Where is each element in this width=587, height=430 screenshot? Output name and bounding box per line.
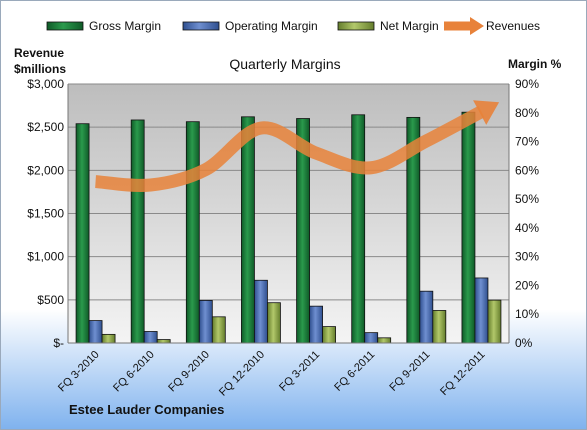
gross-margin-bar (130, 119, 145, 344)
gross-margin-bar (461, 111, 476, 344)
revenue-line (94, 105, 485, 192)
left-tick-label: $2,500 (27, 120, 64, 134)
right-tick-label: 10% (515, 307, 539, 321)
operating-margin-bar (364, 332, 379, 344)
bar-layer (75, 111, 502, 344)
net-margin-bar (211, 316, 226, 344)
revenues-legend-arrow (470, 17, 484, 35)
right-tick-label: 50% (515, 192, 539, 206)
net-margin-bar (432, 310, 447, 344)
right-tick-label: 80% (515, 106, 539, 120)
net-margin-bar (487, 299, 502, 344)
chart-title: Quarterly Margins (229, 56, 340, 72)
right-axis-label: Margin % (508, 57, 562, 71)
operating-margin-bar (419, 290, 434, 344)
revenue-line-layer (94, 100, 500, 192)
left-axis-label-line2: $millions (14, 62, 66, 76)
operating-margin-bar (474, 277, 489, 344)
operating-margin-bar (143, 331, 158, 344)
net-margin-bar (267, 302, 281, 344)
right-tick-label: 30% (515, 250, 539, 264)
operating-margin-bar (254, 279, 268, 344)
gross-margin-bar (241, 116, 255, 344)
left-tick-label: $3,000 (27, 77, 64, 91)
legend-label: Gross Margin (89, 19, 161, 33)
source-label: Estee Lauder Companies (69, 402, 224, 417)
right-tick-label: 70% (515, 135, 539, 149)
right-tick-label: 40% (515, 221, 539, 235)
left-tick-label: $2,000 (27, 163, 64, 177)
operating-margin-bar (198, 300, 213, 344)
revenue-line-arrowhead (473, 100, 500, 125)
right-tick-label: 0% (515, 336, 533, 350)
net-margin-bar (156, 339, 171, 344)
right-tick-label: 20% (515, 278, 539, 292)
right-tick-label: 90% (515, 77, 539, 91)
gross-margin-bar (75, 123, 90, 344)
legend-label: Revenues (486, 19, 540, 33)
left-tick-label: $500 (37, 293, 64, 307)
left-tick-label: $1,000 (27, 250, 64, 264)
legend-label: Net Margin (380, 19, 439, 33)
left-tick-label: $- (53, 336, 64, 350)
net-margin-bar (322, 326, 336, 344)
gross-margin-bar (351, 114, 366, 344)
legend-label: Operating Margin (225, 19, 318, 33)
operating-margin-bar (88, 320, 103, 344)
gross-margin-legend-swatch (46, 21, 84, 31)
gross-margin-bar (185, 121, 200, 344)
operating-margin-bar (309, 305, 323, 344)
net-margin-bar (377, 337, 392, 344)
left-axis-label-line1: Revenue (14, 46, 64, 60)
left-tick-label: $1,500 (27, 207, 64, 221)
operating-margin-legend-swatch (182, 21, 220, 31)
legend: Gross Margin Operating Margin Net Margin Re… (46, 17, 540, 35)
net-margin-legend-swatch (337, 21, 375, 31)
net-margin-bar (101, 333, 116, 344)
right-tick-label: 60% (515, 163, 539, 177)
